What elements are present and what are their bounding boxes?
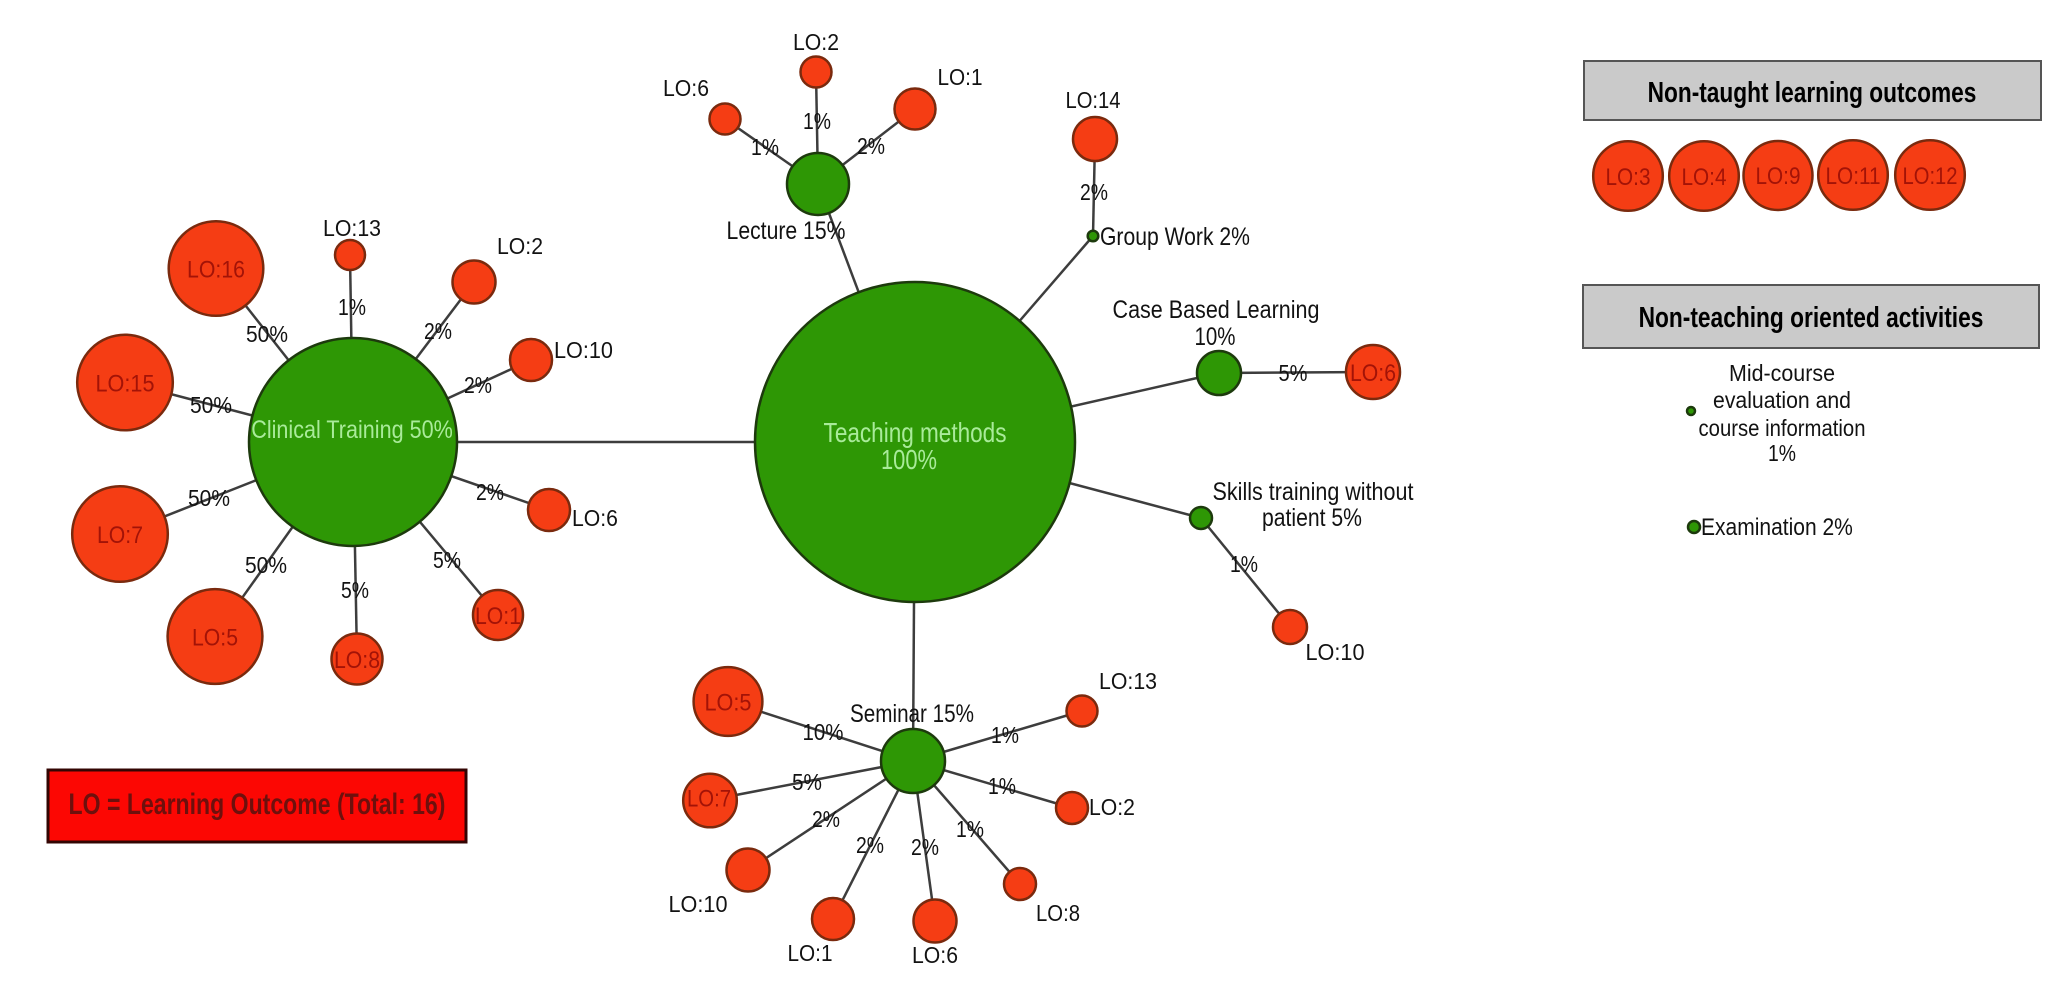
svg-text:Non-taught learning outcomes: Non-taught learning outcomes	[1648, 75, 1977, 108]
svg-text:LO:1: LO:1	[938, 64, 983, 90]
svg-text:10%: 10%	[803, 719, 844, 745]
svg-text:LO:5: LO:5	[705, 688, 752, 715]
svg-text:LO:8: LO:8	[1036, 900, 1080, 927]
svg-text:1%: 1%	[1768, 440, 1796, 466]
svg-text:1%: 1%	[988, 773, 1016, 799]
svg-text:2%: 2%	[464, 372, 492, 398]
svg-text:1%: 1%	[991, 722, 1019, 748]
svg-text:5%: 5%	[341, 577, 369, 603]
svg-text:100%: 100%	[881, 444, 937, 475]
svg-text:LO:11: LO:11	[1826, 163, 1881, 190]
svg-text:1%: 1%	[751, 134, 779, 160]
svg-text:2%: 2%	[857, 133, 885, 159]
svg-text:LO:13: LO:13	[323, 215, 381, 241]
svg-text:1%: 1%	[1230, 551, 1258, 577]
svg-text:LO:2: LO:2	[1089, 794, 1135, 820]
svg-text:LO:6: LO:6	[912, 942, 958, 968]
svg-text:50%: 50%	[245, 552, 287, 578]
svg-text:50%: 50%	[188, 485, 230, 511]
svg-text:2%: 2%	[812, 806, 840, 832]
svg-text:Non-teaching oriented activiti: Non-teaching oriented activities	[1639, 300, 1984, 333]
svg-text:LO:6: LO:6	[1350, 359, 1396, 387]
svg-text:2%: 2%	[424, 318, 452, 344]
svg-text:5%: 5%	[1279, 360, 1308, 387]
svg-text:LO:1: LO:1	[788, 940, 833, 966]
svg-text:2%: 2%	[911, 834, 939, 860]
svg-text:2%: 2%	[1080, 179, 1108, 205]
svg-text:LO:5: LO:5	[192, 623, 238, 651]
svg-text:10%: 10%	[1195, 322, 1236, 350]
svg-text:1%: 1%	[956, 816, 984, 842]
svg-text:LO:3: LO:3	[1606, 164, 1651, 191]
svg-text:1%: 1%	[338, 294, 366, 320]
svg-text:LO:8: LO:8	[334, 646, 380, 674]
svg-text:50%: 50%	[246, 321, 288, 347]
svg-text:Case Based Learning: Case Based Learning	[1113, 295, 1320, 323]
svg-text:LO:7: LO:7	[97, 521, 143, 549]
svg-text:1%: 1%	[803, 108, 831, 134]
svg-text:LO:16: LO:16	[187, 255, 245, 283]
svg-text:5%: 5%	[792, 769, 822, 795]
svg-text:50%: 50%	[190, 392, 232, 418]
svg-text:Mid-course: Mid-course	[1729, 360, 1835, 386]
svg-text:evaluation and: evaluation and	[1713, 387, 1851, 413]
svg-text:LO:9: LO:9	[1756, 163, 1801, 190]
svg-text:LO:12: LO:12	[1903, 162, 1958, 189]
svg-text:Examination 2%: Examination 2%	[1701, 514, 1853, 541]
svg-text:LO:2: LO:2	[793, 29, 839, 55]
svg-text:LO:7: LO:7	[687, 785, 731, 812]
svg-text:LO:2: LO:2	[497, 233, 543, 259]
svg-text:course information: course information	[1699, 415, 1866, 442]
svg-text:LO:10: LO:10	[1306, 639, 1365, 665]
svg-text:LO:13: LO:13	[1099, 668, 1157, 694]
svg-text:2%: 2%	[856, 832, 884, 858]
svg-text:patient 5%: patient 5%	[1262, 503, 1362, 531]
svg-text:LO:10: LO:10	[669, 891, 728, 917]
svg-text:LO:4: LO:4	[1682, 164, 1727, 191]
svg-text:5%: 5%	[433, 547, 461, 573]
svg-text:LO:6: LO:6	[663, 75, 709, 101]
svg-text:Seminar 15%: Seminar 15%	[850, 699, 974, 727]
svg-text:Skills training without: Skills training without	[1213, 477, 1414, 505]
svg-text:Lecture 15%: Lecture 15%	[727, 216, 846, 244]
svg-text:LO:1: LO:1	[475, 602, 521, 630]
svg-text:2%: 2%	[476, 479, 504, 505]
svg-text:Clinical Training 50%: Clinical Training 50%	[251, 416, 452, 444]
svg-text:Teaching methods: Teaching methods	[824, 418, 1007, 449]
svg-text:LO:15: LO:15	[96, 369, 155, 396]
svg-text:LO:6: LO:6	[572, 505, 618, 531]
svg-text:LO:10: LO:10	[554, 337, 613, 363]
svg-text:LO = Learning Outcome (Total:: LO = Learning Outcome (Total: 16)	[69, 787, 446, 821]
svg-text:LO:14: LO:14	[1066, 87, 1121, 114]
svg-text:Group Work 2%: Group Work 2%	[1100, 222, 1250, 250]
